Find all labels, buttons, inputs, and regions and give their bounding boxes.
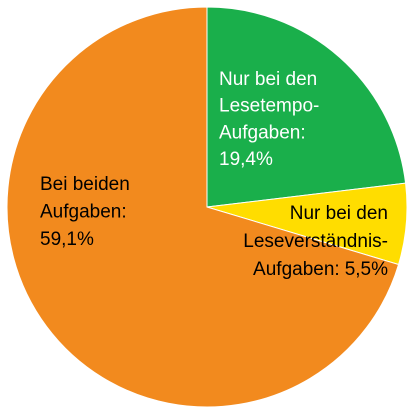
value-label: 59,1%: [40, 229, 94, 250]
slice-label-line: Lesetempo-: [219, 96, 319, 117]
slice-label: Lesetempo-: [219, 96, 319, 117]
slice-label: Bei beiden: [40, 174, 130, 195]
pie-slice: [206, 6, 407, 208]
slice-label-line: Nur bei den: [219, 69, 317, 90]
value-label: 19,4%: [219, 149, 273, 170]
slice-label-line: Aufgaben:: [219, 122, 306, 143]
slice-label-line: Leseverständnis-: [243, 231, 388, 252]
slice-label-line: Aufgaben:: [40, 202, 127, 223]
slice-label: Leseverständnis-: [243, 231, 388, 252]
pie-slice: [6, 6, 400, 408]
slice-label: Aufgaben: 5,5%: [253, 259, 388, 280]
slice-label-line: Aufgaben:: [253, 259, 340, 280]
slice-label: Aufgaben:: [40, 202, 127, 223]
slice-label: Nur bei den: [290, 203, 388, 224]
slice-label: Aufgaben:: [219, 122, 306, 143]
value-label: 5,5%: [345, 259, 388, 280]
slice-label-line: Bei beiden: [40, 174, 130, 195]
slice-label: Nur bei den: [219, 69, 317, 90]
slice-label-line: Nur bei den: [290, 203, 388, 224]
